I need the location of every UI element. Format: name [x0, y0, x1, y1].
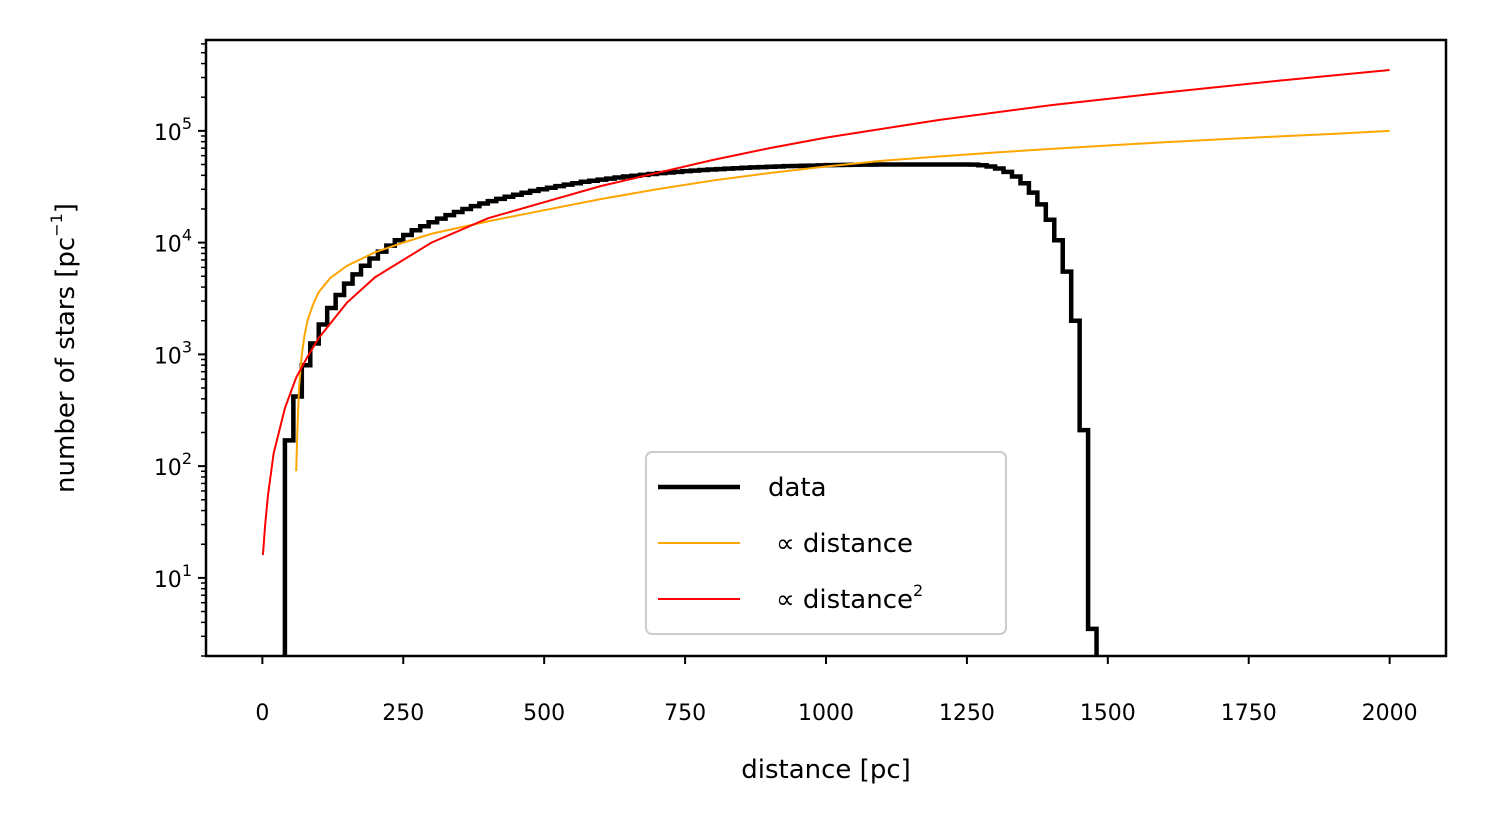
- y-tick-label: 103: [154, 337, 192, 369]
- x-tick-label: 0: [255, 701, 269, 726]
- series-line-2: [261, 69, 1390, 556]
- y-axis: 101 102 103 104 105: [154, 43, 206, 657]
- y-tick-label: 104: [154, 226, 192, 258]
- y-tick-label: 105: [154, 114, 192, 146]
- x-tick-label: 1250: [939, 701, 995, 726]
- legend-label-distance: ∝ distance: [776, 529, 913, 559]
- legend-label-data: data: [768, 473, 827, 503]
- x-tick-label: 2000: [1362, 701, 1418, 726]
- x-tick-label: 500: [523, 701, 565, 726]
- legend: data ∝ distance ∝ distance2: [645, 451, 1007, 635]
- legend-label-distance-squared: ∝ distance2: [776, 581, 923, 615]
- x-tick-label: 250: [382, 701, 424, 726]
- x-axis: 0 250 500 750 1000 1250 1500 1750 2000: [255, 656, 1418, 726]
- plot-frame: [204, 38, 1448, 658]
- y-axis-label: number of stars [pc−1]: [47, 203, 81, 493]
- plot-area: [261, 69, 1390, 656]
- legend-box: [645, 451, 1007, 635]
- x-tick-label: 1000: [798, 701, 854, 726]
- x-tick-label: 1500: [1080, 701, 1136, 726]
- x-tick-label: 750: [664, 701, 706, 726]
- series-line-0: [282, 162, 1099, 656]
- x-axis-label: distance [pc]: [741, 755, 911, 785]
- x-tick-label: 1750: [1221, 701, 1277, 726]
- y-tick-label: 102: [154, 449, 192, 481]
- y-tick-label: 101: [154, 561, 192, 593]
- series-line-1: [295, 129, 1390, 472]
